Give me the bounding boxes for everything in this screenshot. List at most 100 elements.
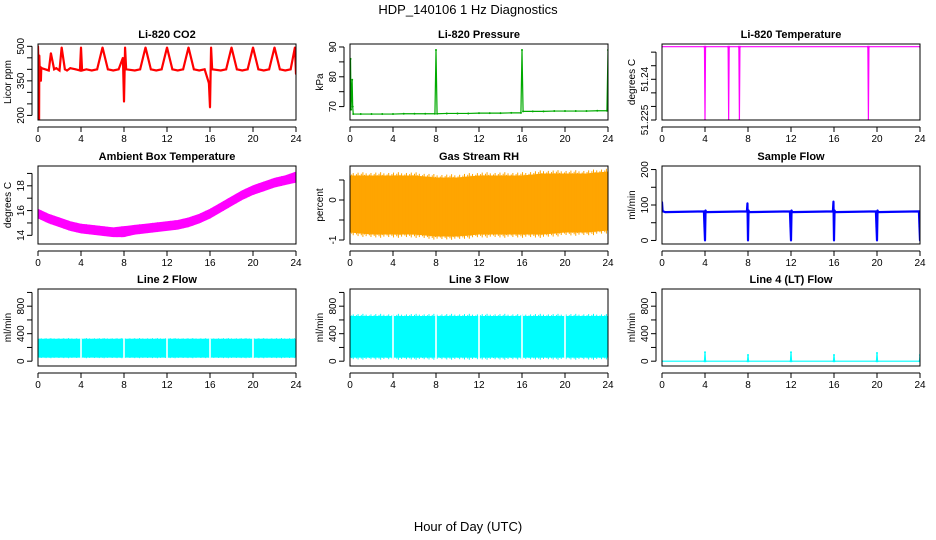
data-point (833, 239, 835, 242)
x-tick-label: 8 (121, 134, 127, 145)
y-axis-label: degrees C (3, 182, 14, 228)
plot-frame (349, 165, 609, 245)
x-tick-label: 20 (871, 258, 883, 269)
plot-data (350, 289, 608, 366)
x-tick-label: 0 (659, 380, 665, 391)
x-tick-label: 4 (390, 258, 396, 269)
data-point (155, 69, 158, 72)
x-tick-label: 0 (347, 380, 353, 391)
x-tick-label: 20 (559, 380, 571, 391)
data-point (112, 69, 115, 72)
data-point (574, 110, 577, 113)
data-point (738, 45, 741, 48)
data-point (39, 79, 42, 82)
y-tick-label: 0 (640, 358, 651, 364)
data-point (207, 82, 210, 85)
data-point (704, 360, 707, 363)
x-tick-label: 12 (161, 258, 173, 269)
data-point (63, 68, 66, 71)
x-tick-label: 12 (473, 380, 485, 391)
y-tick-label: 0 (16, 358, 27, 364)
data-point (519, 111, 522, 114)
data-point (211, 68, 214, 71)
data-point (917, 210, 920, 213)
x-tick-label: 0 (347, 258, 353, 269)
plot-data (662, 45, 920, 120)
x-tick-label: 20 (247, 258, 259, 269)
panel-title: Li-820 CO2 (138, 29, 195, 41)
data-point (833, 360, 836, 363)
data-point (47, 69, 50, 72)
plot-data (38, 289, 296, 366)
data-point (874, 210, 877, 213)
x-tick-label: 24 (602, 258, 614, 269)
plot-frame (661, 43, 921, 121)
data-point (789, 225, 792, 228)
data-point (60, 46, 63, 49)
panel-title: Ambient Box Temperature (99, 151, 236, 163)
x-tick-label: 24 (602, 380, 614, 391)
data-point (747, 354, 749, 356)
data-point (58, 69, 61, 72)
data-point (510, 111, 513, 114)
x-tick-label: 0 (35, 380, 41, 391)
plot-data (662, 200, 920, 242)
y-tick-label: 500 (16, 38, 27, 55)
data-point (225, 68, 228, 71)
x-tick-label: 8 (745, 380, 751, 391)
panel-title: Li-820 Pressure (438, 29, 520, 41)
x-tick-label: 24 (914, 258, 926, 269)
data-point (359, 113, 362, 116)
data-point (273, 46, 276, 49)
data-point (704, 209, 707, 212)
data-point (166, 46, 168, 49)
x-tick-label: 16 (828, 258, 840, 269)
data-point (436, 112, 439, 115)
y-axis-label: ml/min (3, 313, 14, 342)
x-tick-label: 24 (914, 134, 926, 145)
y-axis-label: percent (315, 188, 326, 222)
x-tick-label: 16 (204, 258, 216, 269)
x-tick-label: 12 (161, 380, 173, 391)
x-tick-label: 0 (347, 134, 353, 145)
panel-li-820-temperature: Li-820 Temperature degrees C 0 4 8 12 16 20 24 51… (627, 29, 926, 145)
data-point (877, 211, 880, 214)
data-point (790, 360, 793, 363)
data-point (289, 68, 292, 71)
data-point (351, 105, 354, 108)
data-point (144, 46, 147, 49)
data-point (875, 225, 878, 228)
data-point (246, 68, 249, 71)
x-tick-label: 12 (473, 134, 485, 145)
data-point (703, 225, 706, 228)
x-tick-label: 8 (121, 258, 127, 269)
panel-line-4-lt-flow: Line 4 (LT) Flow ml/min 0 4 8 12 16 20 24 0 400 800 (627, 274, 926, 391)
x-tick-label: 20 (871, 380, 883, 391)
data-point (596, 109, 599, 112)
data-point (74, 68, 77, 71)
x-tick-label: 16 (204, 134, 216, 145)
data-point (747, 209, 750, 212)
panel-title: Line 3 Flow (449, 274, 509, 286)
data-point (139, 68, 142, 71)
x-tick-label: 4 (78, 134, 84, 145)
data-point (96, 68, 99, 71)
data-point (121, 56, 124, 59)
data-point (833, 354, 835, 356)
plot-frame (349, 288, 609, 367)
data-point (790, 209, 793, 212)
x-tick-label: 0 (659, 134, 665, 145)
data-point (106, 68, 109, 71)
data-point (499, 112, 502, 115)
y-tick-label: 51.24 (640, 66, 651, 91)
panel-li-820-pressure: Li-820 Pressure kPa 0 4 8 12 16 20 24 70 80 90 (315, 29, 614, 145)
x-tick-label: 24 (914, 380, 926, 391)
x-tick-label: 0 (35, 134, 41, 145)
panel-li-820-co2: Li-820 CO2 Licor ppm 0 4 8 12 16 20 24 200 350 500 (3, 29, 302, 145)
data-point (605, 109, 608, 112)
y-tick-label: 400 (16, 325, 27, 342)
y-axis-label: ml/min (627, 313, 638, 342)
x-tick-label: 24 (602, 134, 614, 145)
data-point (876, 351, 878, 354)
